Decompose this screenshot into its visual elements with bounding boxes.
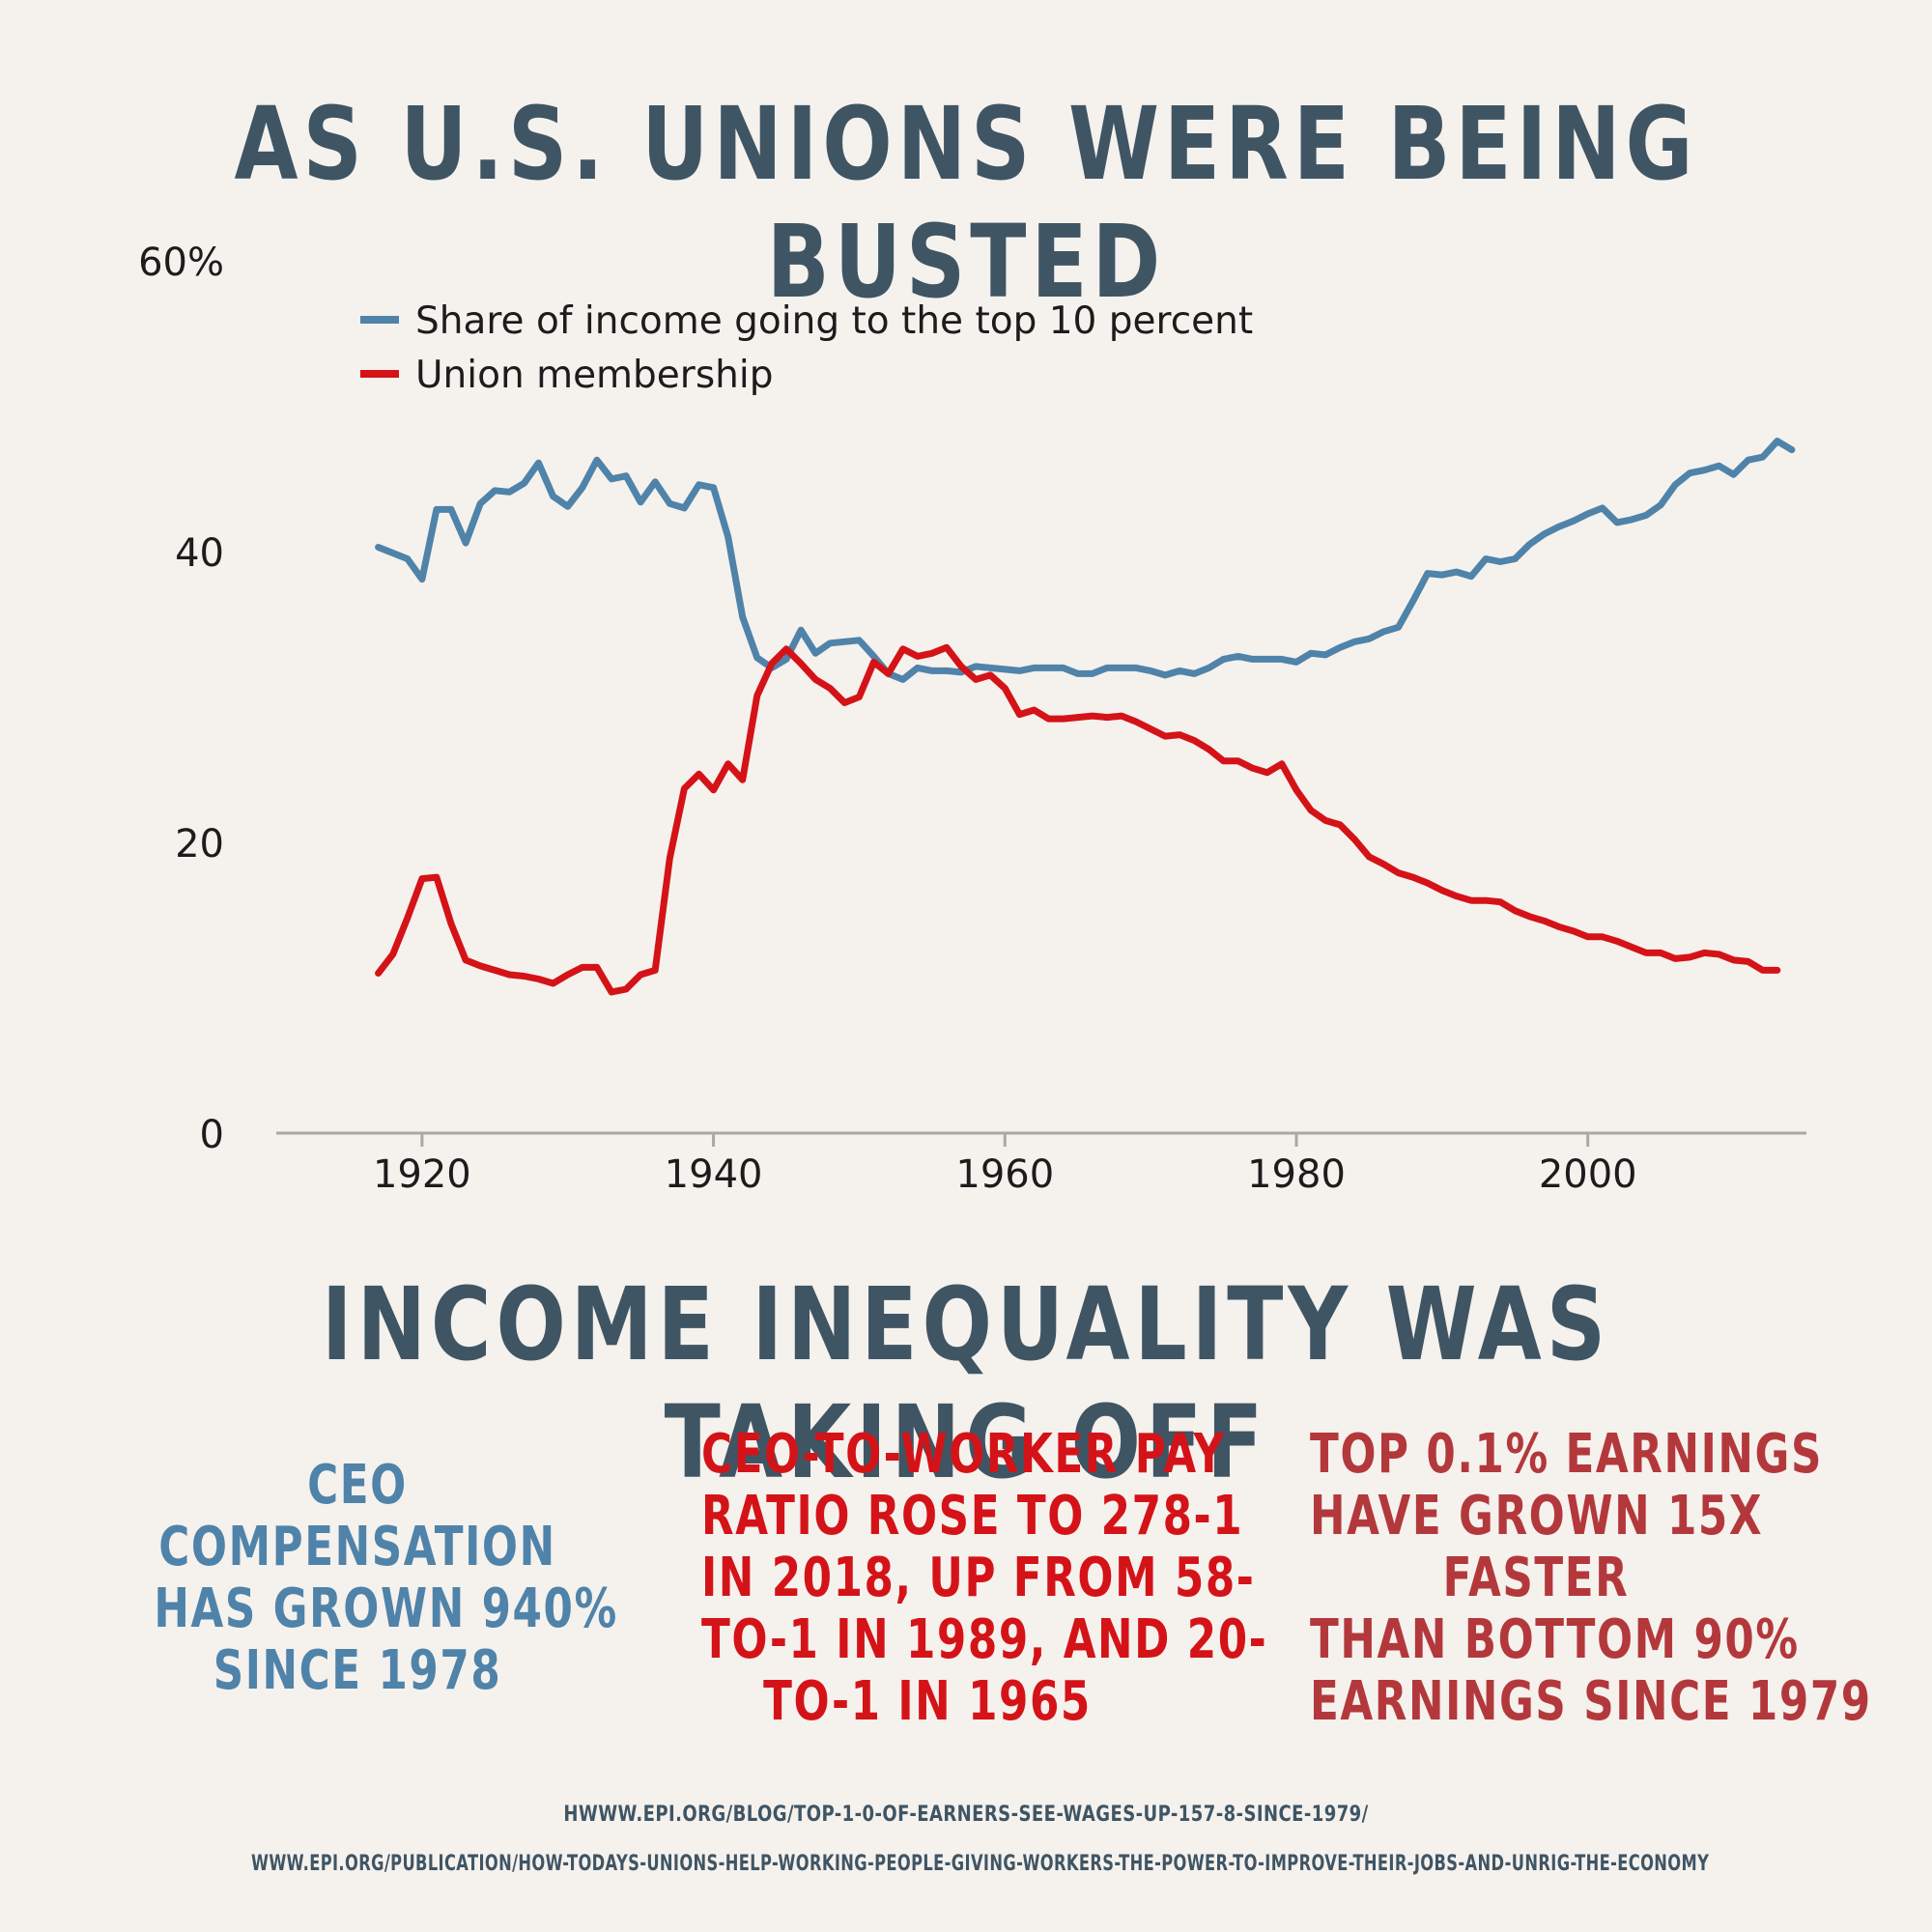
pay-ratio-stat: CEO-TO-WORKER PAY RATIO ROSE TO 278-1 IN… [701,1423,1268,1733]
stat-line: TO-1 IN 1965 [763,1670,1092,1733]
x-tick-label: 1920 [373,1152,471,1197]
line-chart: 0 20 40 60% 1920 1940 1960 1980 2000 Share of i… [138,241,1806,1197]
stat-line: TO-1 IN 1989, AND 20- [701,1608,1268,1671]
source-link-1[interactable]: HWWW.EPI.ORG/BLOG/TOP-1-0-OF-EARNERS-SEE… [563,1803,1369,1827]
x-tick-label: 1960 [955,1152,1054,1197]
stat-line: TOP 0.1% EARNINGS [1310,1423,1823,1486]
stat-line: IN 2018, UP FROM 58- [701,1547,1256,1609]
series-line-top-10-income-share [375,438,1796,683]
x-axis-ticks: 1920 1940 1960 1980 2000 [373,1133,1637,1197]
x-tick-label: 1940 [665,1152,763,1197]
legend-label: Union membership [415,354,773,397]
stat-line: CEO-TO-WORKER PAY [701,1423,1226,1486]
legend: Share of income going to the top 10 perc… [360,299,1253,397]
bottom-headline: INCOME INEQUALITY WAS TAKING OFF [321,1265,1611,1501]
x-tick-label: 2000 [1539,1152,1637,1197]
stat-line: SINCE 1978 [213,1639,502,1702]
stat-line: HAVE GROWN 15X [1310,1485,1764,1548]
x-tick-label: 1980 [1247,1152,1346,1197]
stat-line: THAN BOTTOM 90% [1310,1608,1800,1671]
series-lines [375,438,1796,996]
series-line-union-membership [375,643,1781,996]
y-axis-ticks: 0 20 40 60% [138,241,224,1157]
source-link-2[interactable]: WWW.EPI.ORG/PUBLICATION/HOW-TODAYS-UNION… [251,1852,1710,1876]
stat-line: COMPENSATION [158,1516,556,1578]
y-tick-label: 20 [175,822,224,867]
stat-line: HAS GROWN 940% [154,1577,618,1640]
y-tick-label: 60% [138,241,224,285]
top-headline: AS U.S. UNIONS WERE BEING BUSTED [234,85,1698,321]
stat-line: EARNINGS SINCE 1979 [1310,1670,1872,1733]
legend-label: Share of income going to the top 10 perc… [415,299,1253,343]
y-tick-label: 0 [200,1113,224,1157]
stat-line: CEO [307,1454,408,1517]
top-earnings-stat: TOP 0.1% EARNINGS HAVE GROWN 15X FASTER … [1310,1423,1872,1733]
ceo-compensation-stat: CEO COMPENSATION HAS GROWN 940% SINCE 19… [154,1454,618,1702]
stat-line: RATIO ROSE TO 278-1 [701,1485,1244,1548]
y-tick-label: 40 [175,531,224,576]
stat-line: FASTER [1442,1547,1630,1609]
